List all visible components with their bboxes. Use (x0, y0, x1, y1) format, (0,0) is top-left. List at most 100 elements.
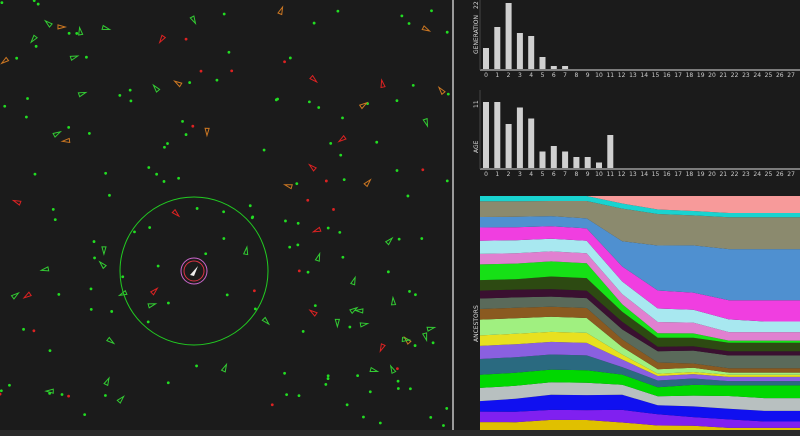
agent-icon (220, 362, 228, 373)
food-pellet (22, 327, 25, 331)
agent-icon (101, 24, 112, 30)
food-pellet (195, 207, 199, 210)
agent-icon (173, 80, 183, 88)
ancestor-lineage-band (480, 296, 800, 369)
histogram-bar (494, 27, 501, 69)
agent-icon (103, 376, 110, 387)
food-pellet (297, 269, 301, 273)
agent-icon (401, 336, 412, 343)
food-pellet (108, 193, 111, 197)
food-pellet (446, 92, 450, 96)
ancestor-lineage-band (480, 216, 800, 301)
agent-icon (204, 127, 210, 138)
x-tick-label: 8 (574, 72, 578, 79)
agent-icon (437, 85, 446, 96)
food-pellet (60, 393, 64, 396)
food-pellet (104, 171, 108, 175)
histogram-bar (607, 135, 614, 168)
food-pellet (248, 204, 252, 208)
food-pellet (222, 210, 226, 214)
food-pellet (296, 221, 300, 225)
agent-icon (277, 5, 284, 16)
food-pellet (0, 1, 4, 5)
x-tick-label: 0 (484, 72, 488, 79)
x-tick-label: 21 (719, 171, 727, 178)
ancestor-lineage-band (480, 251, 800, 341)
food-pellet (191, 124, 195, 128)
agent-icon (30, 34, 38, 44)
agent-icon (147, 303, 158, 309)
agent-icon (426, 326, 437, 332)
food-pellet (188, 81, 192, 84)
food-pellet (395, 99, 399, 103)
food-pellet (408, 387, 412, 391)
food-pellet (368, 390, 372, 394)
x-tick-label: 1 (495, 72, 499, 79)
food-pellet (406, 194, 410, 198)
food-pellet (445, 407, 449, 410)
food-pellet (442, 424, 445, 427)
histogram-bar (539, 151, 546, 168)
selected-agent-ring (180, 257, 208, 285)
food-pellet (356, 374, 360, 377)
sensor-range-ring (119, 196, 269, 346)
food-pellet (162, 180, 166, 183)
food-pellet (204, 252, 208, 256)
food-pellet (32, 329, 36, 333)
food-pellet (307, 100, 311, 104)
food-pellet (276, 97, 279, 101)
food-pellet (104, 394, 107, 397)
agent-icon (44, 388, 54, 394)
food-pellet (129, 99, 133, 103)
x-tick-label: 18 (686, 171, 694, 178)
food-pellet (306, 270, 310, 274)
food-pellet (222, 12, 226, 16)
y-axis-label: GENERATION (473, 15, 480, 54)
food-pellet (400, 14, 404, 18)
food-pellet (177, 176, 180, 180)
selected-agent-icon[interactable] (190, 266, 198, 276)
agent-icon (22, 291, 32, 299)
x-tick-label: 27 (787, 171, 795, 178)
food-pellet (326, 377, 330, 380)
food-pellet (184, 133, 188, 136)
ancestor-lineage-band (480, 226, 800, 322)
x-tick-label: 9 (586, 171, 590, 178)
histogram-bar (483, 48, 489, 69)
ancestor-lineage-band (480, 196, 800, 214)
histogram-bar (494, 102, 501, 168)
food-pellet (339, 153, 343, 157)
food-pellet (306, 198, 310, 202)
pane-divider[interactable] (452, 0, 454, 430)
ancestor-lineage-band (480, 369, 800, 399)
agent-icon (358, 101, 369, 110)
x-tick-label: 23 (742, 171, 750, 178)
x-tick-label: 6 (552, 171, 556, 178)
food-pellet (0, 389, 3, 393)
agent-icon (261, 316, 271, 326)
histogram-bar (505, 124, 512, 168)
x-tick-label: 23 (742, 72, 750, 79)
histogram-bar (596, 162, 602, 168)
food-pellet (67, 394, 70, 398)
x-tick-label: 3 (518, 171, 522, 178)
agent-icon (363, 178, 372, 188)
food-pellet (342, 178, 346, 181)
food-pellet (85, 55, 88, 59)
food-pellet (408, 290, 411, 293)
x-tick-label: 11 (606, 171, 614, 178)
food-pellet (262, 148, 266, 152)
agent-icon (69, 55, 80, 62)
agent-icon (39, 266, 50, 272)
x-tick-label: 27 (787, 72, 795, 79)
x-tick-label: 16 (663, 72, 671, 79)
agent-icon (117, 289, 128, 297)
food-pellet (345, 403, 349, 407)
simulation-world-view[interactable] (0, 0, 452, 430)
food-pellet (445, 30, 449, 34)
agent-icon (116, 395, 125, 404)
food-pellet (326, 226, 330, 230)
x-tick-label: 2 (507, 72, 511, 79)
food-pellet (184, 37, 188, 41)
food-pellet (317, 106, 321, 109)
